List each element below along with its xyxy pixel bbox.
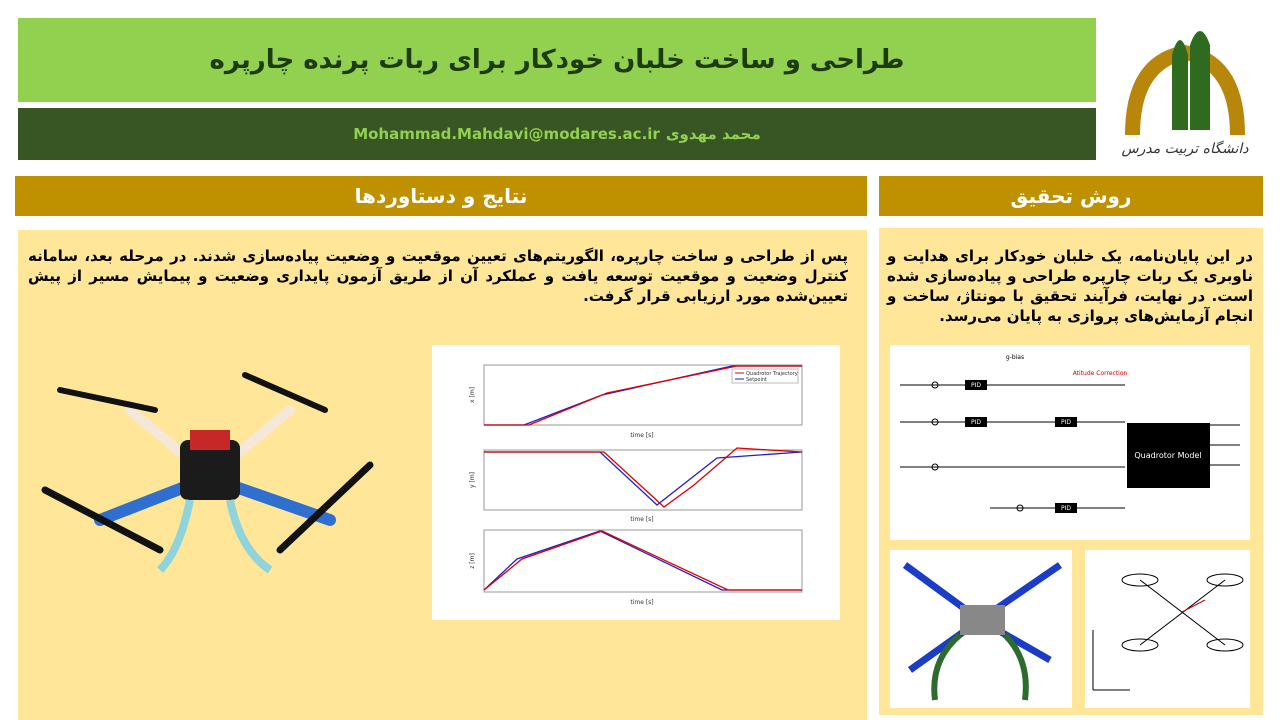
logo: دانشگاه تربیت مدرس (1122, 31, 1250, 157)
title: طراحی و ساخت خلبان خودکار برای ربات پرند… (209, 45, 905, 75)
author: محمد مهدوی (665, 125, 761, 143)
pid: PID (971, 419, 981, 426)
g-bias: g-bias (1006, 354, 1024, 361)
results-heading-bar: نتایج و دستاوردها (15, 176, 867, 216)
title-bar: طراحی و ساخت خلبان خودکار برای ربات پرند… (18, 18, 1096, 102)
y-label: z [m] (469, 553, 476, 569)
author-bar: Mohammad.Mahdavi@modares.ac.ir محمد مهدو… (18, 108, 1096, 160)
y-label: y [m] (469, 472, 476, 488)
pid: PID (1061, 505, 1071, 512)
method-text: در این پایان‌نامه، یک خلبان خودکار برای … (887, 247, 1253, 325)
method-heading-bar: روش تحقیق (879, 176, 1263, 216)
logo-text: دانشگاه تربیت مدرس (1122, 140, 1250, 157)
legend-entry: Quadrotor Trajectory (746, 371, 798, 377)
y-label: x [m] (469, 387, 476, 403)
x-label: time [s] (630, 599, 653, 606)
pid: PID (1061, 419, 1071, 426)
control-diagram: PID PID PID PID g-bias Atitude Correctio… (890, 345, 1250, 540)
correction: Atitude Correction (1073, 370, 1128, 377)
legend-entry: Setpoint (746, 377, 767, 383)
email: Mohammad.Mahdavi@modares.ac.ir (353, 125, 660, 143)
drone-cad (890, 550, 1072, 708)
pid: PID (971, 382, 981, 389)
x-label: time [s] (630, 432, 653, 439)
results-text: پس از طراحی و ساخت چارپره، الگوریتم‌های … (28, 247, 848, 305)
trajectory-plot: time [s] time [s] time [s] x [m] y [m] z… (432, 345, 840, 620)
method-heading: روش تحقیق (1010, 184, 1132, 208)
drone-photo (41, 372, 374, 574)
results-heading: نتایج و دستاوردها (354, 184, 528, 208)
frame-diagram (1085, 550, 1250, 708)
model-block: Quadrotor Model (1134, 451, 1201, 460)
x-label: time [s] (630, 516, 653, 523)
